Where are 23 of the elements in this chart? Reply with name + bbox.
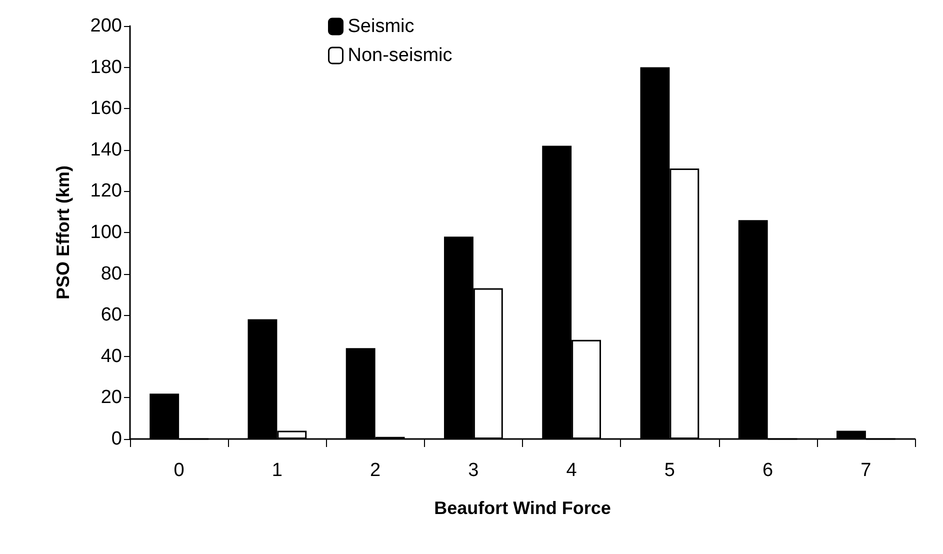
y-tick-label: 80 — [100, 263, 122, 284]
y-tick-label: 100 — [90, 222, 122, 243]
legend-label: Seismic — [348, 16, 414, 37]
x-tick-label: 2 — [370, 460, 381, 481]
x-tick-label: 7 — [860, 460, 872, 481]
y-tick-label: 200 — [90, 16, 122, 36]
x-tick-label: 6 — [762, 460, 774, 481]
y-tick-label: 180 — [90, 56, 122, 78]
x-axis-title: Beaufort Wind Force — [434, 498, 611, 518]
y-tick-label: 60 — [100, 304, 122, 326]
y-tick-label: 160 — [90, 98, 122, 120]
x-tick-label: 5 — [664, 460, 675, 481]
x-tick-label: 0 — [174, 460, 184, 481]
y-tick-label: 40 — [100, 346, 122, 367]
y-tick-label: 20 — [100, 387, 122, 408]
x-tick-label: 4 — [566, 460, 578, 481]
y-tick-label: 140 — [90, 139, 122, 160]
y-tick-label: 0 — [111, 428, 122, 450]
x-tick-label: 3 — [468, 460, 479, 481]
x-tick-label: 1 — [272, 460, 282, 481]
legend-label: Non-seismic — [348, 45, 452, 66]
y-tick-label: 120 — [90, 180, 122, 202]
y-axis-title: PSO Effort (km) — [53, 165, 73, 300]
